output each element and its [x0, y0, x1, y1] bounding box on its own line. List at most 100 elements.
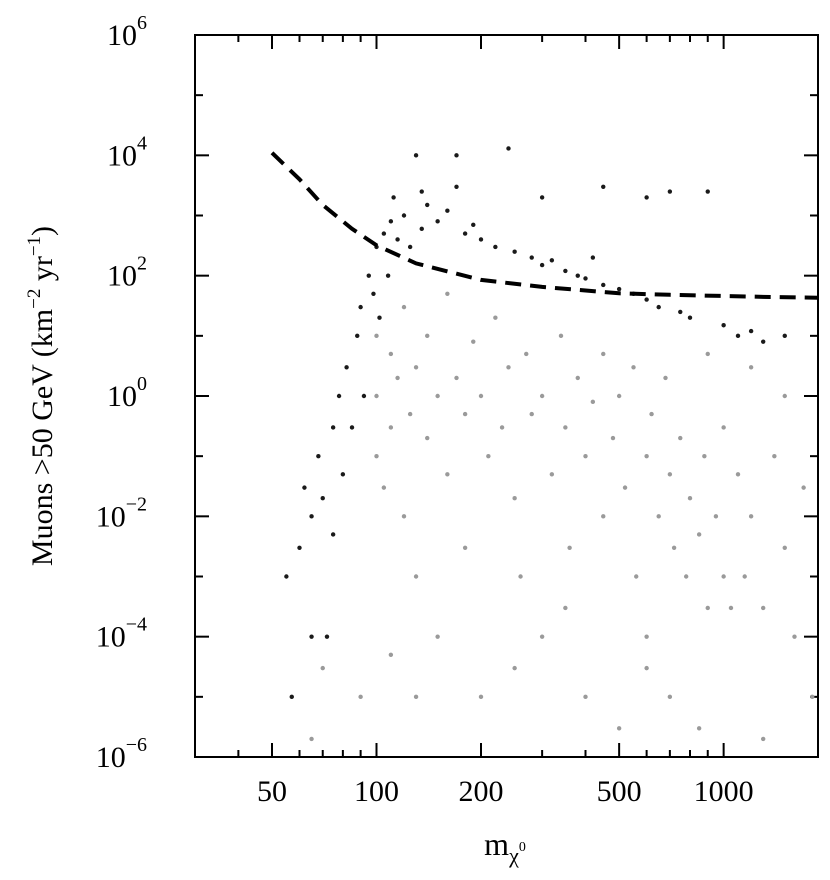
data-point: [361, 393, 367, 399]
data-point: [454, 153, 459, 158]
data-point: [760, 339, 766, 344]
data-point: [705, 605, 710, 611]
data-point: [435, 393, 440, 399]
y-title-part: −1: [24, 236, 45, 256]
y-tick-exponent: 6: [137, 12, 147, 34]
data-point: [388, 219, 394, 224]
data-point: [539, 262, 545, 268]
data-point: [539, 393, 545, 399]
data-point: [539, 634, 545, 639]
data-point: [407, 411, 413, 417]
data-point: [667, 472, 673, 477]
data-point: [590, 399, 596, 405]
data-point: [583, 276, 588, 281]
data-point: [471, 339, 476, 344]
data-point: [401, 213, 407, 218]
data-point: [340, 472, 346, 477]
data-point: [381, 231, 387, 236]
data-point: [462, 231, 468, 236]
data-point: [289, 694, 294, 700]
y-title-part: ): [26, 226, 59, 236]
data-point: [549, 258, 555, 263]
y-tick-base: 10: [107, 260, 137, 293]
y-title-part: −2: [24, 289, 45, 309]
data-point: [358, 304, 363, 310]
data-point: [316, 453, 321, 459]
data-point: [344, 365, 349, 370]
data-point: [760, 736, 766, 742]
data-point: [656, 514, 661, 519]
limit-curve: [270, 151, 819, 300]
data-point: [454, 375, 459, 381]
data-point: [683, 574, 689, 579]
data-point: [445, 291, 450, 296]
data-point: [721, 425, 726, 430]
x-axis-title: mχ0: [484, 826, 526, 868]
data-point: [297, 545, 302, 550]
data-point: [631, 365, 636, 370]
data-point: [696, 532, 702, 537]
data-point: [471, 222, 476, 228]
data-point: [413, 694, 419, 700]
data-point: [401, 304, 407, 310]
data-point: [644, 665, 649, 671]
data-point: [810, 694, 815, 700]
data-point: [748, 514, 754, 519]
data-point: [563, 268, 568, 274]
y-tick-exponent: 4: [137, 132, 147, 154]
data-point: [435, 634, 440, 639]
data-point: [801, 485, 806, 490]
data-point: [583, 453, 588, 459]
data-point: [425, 202, 430, 208]
data-point: [309, 634, 314, 639]
y-tick-label: 104: [107, 132, 147, 172]
data-point: [601, 514, 606, 519]
data-point: [713, 514, 719, 519]
data-point: [320, 496, 325, 501]
y-tick-base: 10: [107, 380, 137, 413]
y-tick-label: 10−2: [96, 493, 147, 533]
data-point: [792, 634, 797, 639]
data-point: [702, 453, 707, 459]
data-point: [728, 605, 734, 611]
data-point: [506, 146, 511, 151]
data-point: [284, 574, 289, 579]
data-point: [567, 545, 572, 550]
data-point: [742, 574, 747, 579]
data-point: [309, 736, 314, 742]
data-point: [772, 453, 777, 459]
data-point: [748, 365, 754, 370]
data-point: [644, 634, 649, 639]
data-point: [493, 244, 498, 250]
data-point: [748, 328, 754, 334]
data-point: [355, 333, 360, 339]
data-point: [512, 249, 517, 254]
data-point: [493, 315, 498, 320]
data-point: [388, 425, 394, 430]
data-point: [705, 189, 710, 194]
data-point: [320, 665, 325, 671]
data-point: [644, 453, 649, 459]
data-point: [374, 393, 379, 399]
y-axis-title: Muons >50 GeV (km−2 yr−1): [24, 226, 59, 566]
data-point: [590, 255, 596, 260]
data-point: [687, 496, 693, 501]
data-point: [413, 365, 419, 370]
data-point: [678, 309, 683, 315]
data-point: [575, 375, 580, 381]
plot-frame: [194, 34, 819, 758]
y-tick-exponent: −2: [126, 493, 147, 515]
data-point: [462, 411, 468, 417]
data-point: [616, 286, 622, 292]
data-point: [601, 351, 606, 357]
data-point: [782, 393, 787, 399]
data-point: [610, 435, 616, 441]
data-point: [358, 694, 363, 700]
data-point: [374, 453, 379, 459]
data-point: [330, 532, 336, 537]
data-point: [302, 485, 307, 490]
data-point: [721, 323, 726, 328]
x-tick-label: 200: [459, 775, 504, 808]
data-point: [563, 605, 568, 611]
data-point: [324, 634, 330, 639]
